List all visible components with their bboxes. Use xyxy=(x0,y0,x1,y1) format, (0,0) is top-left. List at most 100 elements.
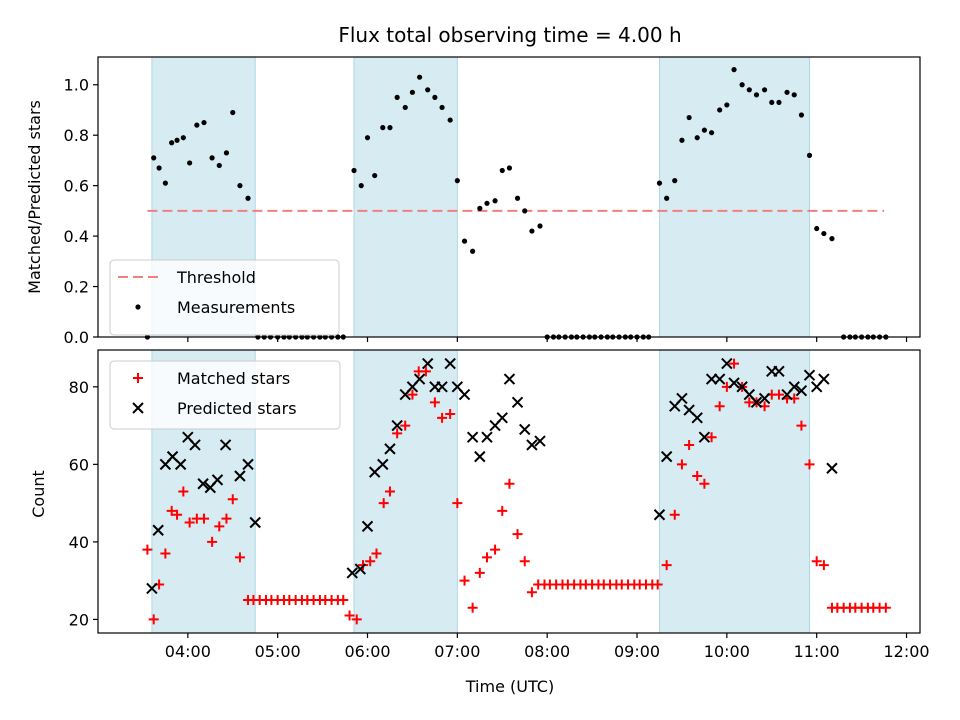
matched-stars-point xyxy=(652,579,663,590)
matched-stars-point xyxy=(365,556,376,567)
measurement-point xyxy=(151,155,157,161)
matched-stars-point xyxy=(497,505,508,516)
matched-stars-point xyxy=(729,358,740,369)
predicted-stars-point xyxy=(377,458,389,471)
measurement-point xyxy=(351,167,357,174)
y-tick-label: 40 xyxy=(69,533,89,552)
matched-stars-point xyxy=(445,408,456,419)
matched-stars-point xyxy=(490,544,501,555)
matched-stars-point xyxy=(199,513,210,524)
x-tick-label: 06:00 xyxy=(344,642,390,661)
matched-stars-point xyxy=(166,505,177,516)
bottom-panel-count: 20 40 60 80 04:00 05:00 06:00 07:00 08:00 09:00 10… xyxy=(69,349,930,661)
legend-box xyxy=(109,259,340,336)
predicted-stars-point xyxy=(152,524,164,536)
matched-stars-point xyxy=(351,614,362,625)
chart-title: Flux total observing time = 4.00 h xyxy=(338,23,681,47)
matched-stars-point xyxy=(474,567,485,578)
predicted-stars-point xyxy=(519,423,531,436)
matched-stars-point xyxy=(880,602,891,613)
measurement-point xyxy=(484,200,490,206)
y-tick-label: 0.0 xyxy=(64,328,89,347)
measurement-point xyxy=(194,122,200,128)
matched-stars-point xyxy=(420,366,431,377)
legend: Threshold Measurements xyxy=(109,259,340,336)
legend-box xyxy=(109,360,341,430)
predicted-stars-point xyxy=(653,509,666,521)
predicted-stars-point xyxy=(189,439,201,451)
predicted-stars-point xyxy=(773,365,785,378)
measurement-point xyxy=(776,99,782,106)
predicted-stars-point xyxy=(444,357,456,370)
predicted-stars-point xyxy=(219,439,232,451)
legend-label: Threshold xyxy=(176,268,256,287)
x-tick-label: 07:00 xyxy=(434,642,480,661)
matched-stars-point xyxy=(178,486,189,497)
measurement-point xyxy=(761,87,768,93)
predicted-stars-point xyxy=(750,396,763,409)
measurement-point xyxy=(506,165,513,171)
measurement-point xyxy=(814,225,820,232)
matched-stars-point xyxy=(706,432,717,443)
top-y-axis-title: Matched/Predicted stars xyxy=(25,100,44,294)
matched-stars-point xyxy=(669,509,680,520)
predicted-stars-point xyxy=(788,381,800,393)
predicted-stars-point xyxy=(413,373,426,385)
measurement-point xyxy=(769,99,775,106)
y-tick-label: 0.6 xyxy=(64,177,89,196)
measurement-point xyxy=(717,107,723,113)
matched-stars-point xyxy=(437,412,448,423)
predicted-stars-point xyxy=(676,392,688,405)
matched-stars-point xyxy=(214,521,225,532)
predicted-stars-point xyxy=(242,458,254,471)
x-tick-label: 04:00 xyxy=(165,642,211,661)
x-tick-label: 08:00 xyxy=(524,642,570,661)
matched-stars-point xyxy=(338,595,349,606)
measurement-point xyxy=(753,92,760,98)
observing-window-band xyxy=(353,56,458,338)
plot-frame xyxy=(97,349,921,634)
measurement-point xyxy=(514,195,521,201)
measurement-point xyxy=(791,92,797,98)
measurement-point xyxy=(686,114,692,121)
measurement-point xyxy=(187,160,193,166)
measurement-point xyxy=(409,89,416,95)
predicted-stars-point xyxy=(691,412,703,424)
predicted-stars-point xyxy=(249,516,261,529)
matched-stars-point xyxy=(234,552,245,563)
x-axis-title: Time (UTC) xyxy=(465,677,554,696)
legend-label: Predicted stars xyxy=(177,399,297,418)
predicted-stars-point xyxy=(803,369,816,381)
measurement-point xyxy=(372,172,378,179)
matched-stars-point xyxy=(481,552,492,563)
measurement-point xyxy=(806,152,813,158)
measurement-point xyxy=(529,228,535,234)
matched-stars-point xyxy=(526,587,537,598)
matched-stars-point xyxy=(378,498,389,509)
measurement-point xyxy=(223,150,230,156)
predicted-stars-point xyxy=(234,470,246,482)
measurement-point xyxy=(394,94,400,100)
measurement-point xyxy=(829,236,835,242)
matched-stars-point xyxy=(207,536,218,547)
matched-stars-point xyxy=(452,498,463,509)
predicted-stars-point xyxy=(826,462,838,474)
matched-stars-point xyxy=(512,529,523,540)
measurement-point xyxy=(387,125,393,131)
matched-stars-point xyxy=(467,602,478,613)
measurement-point xyxy=(209,155,215,161)
predicted-stars-point xyxy=(466,431,479,443)
measurement-point xyxy=(174,137,180,143)
top-panel-ratio: 0.0 0.2 0.4 0.6 0.8 1.0 Threshold Measurements xyxy=(64,56,921,347)
legend: Matched stars Predicted stars xyxy=(109,360,341,430)
predicted-stars-point xyxy=(436,381,448,393)
measurement-point xyxy=(724,102,730,108)
measurement-point xyxy=(216,162,222,169)
matched-stars-point xyxy=(160,548,171,559)
matched-stars-point xyxy=(796,420,807,431)
observing-window-band xyxy=(353,349,458,634)
y-tick-label: 80 xyxy=(69,378,89,397)
y-tick-label: 60 xyxy=(69,455,89,474)
predicted-stars-point xyxy=(391,419,403,432)
predicted-stars-point xyxy=(474,450,486,463)
